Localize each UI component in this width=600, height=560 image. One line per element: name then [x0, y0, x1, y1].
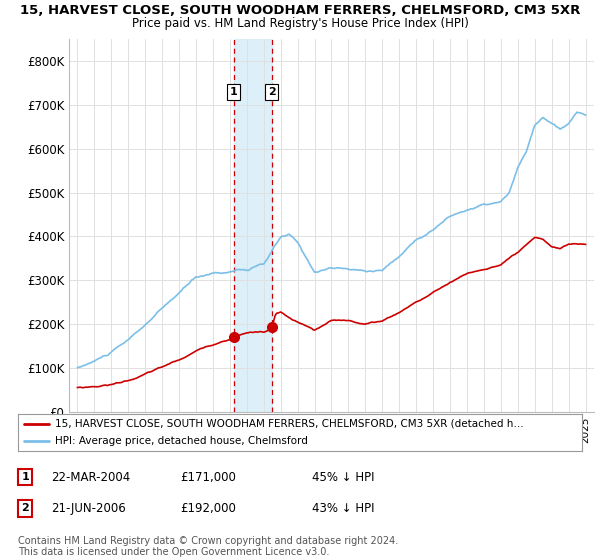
Text: Price paid vs. HM Land Registry's House Price Index (HPI): Price paid vs. HM Land Registry's House …: [131, 17, 469, 30]
Text: 15, HARVEST CLOSE, SOUTH WOODHAM FERRERS, CHELMSFORD, CM3 5XR: 15, HARVEST CLOSE, SOUTH WOODHAM FERRERS…: [20, 4, 580, 17]
Text: 21-JUN-2006: 21-JUN-2006: [51, 502, 126, 515]
Text: 22-MAR-2004: 22-MAR-2004: [51, 470, 130, 484]
Text: 45% ↓ HPI: 45% ↓ HPI: [312, 470, 374, 484]
Text: 2: 2: [268, 87, 275, 97]
Text: £171,000: £171,000: [180, 470, 236, 484]
Text: Contains HM Land Registry data © Crown copyright and database right 2024.
This d: Contains HM Land Registry data © Crown c…: [18, 535, 398, 557]
Text: HPI: Average price, detached house, Chelmsford: HPI: Average price, detached house, Chel…: [55, 436, 308, 446]
Text: 15, HARVEST CLOSE, SOUTH WOODHAM FERRERS, CHELMSFORD, CM3 5XR (detached h…: 15, HARVEST CLOSE, SOUTH WOODHAM FERRERS…: [55, 418, 523, 428]
Bar: [233, 39, 272, 412]
Text: 1: 1: [22, 472, 29, 482]
Text: £192,000: £192,000: [180, 502, 236, 515]
Text: 1: 1: [230, 87, 238, 97]
Text: 2: 2: [22, 503, 29, 514]
Text: 43% ↓ HPI: 43% ↓ HPI: [312, 502, 374, 515]
